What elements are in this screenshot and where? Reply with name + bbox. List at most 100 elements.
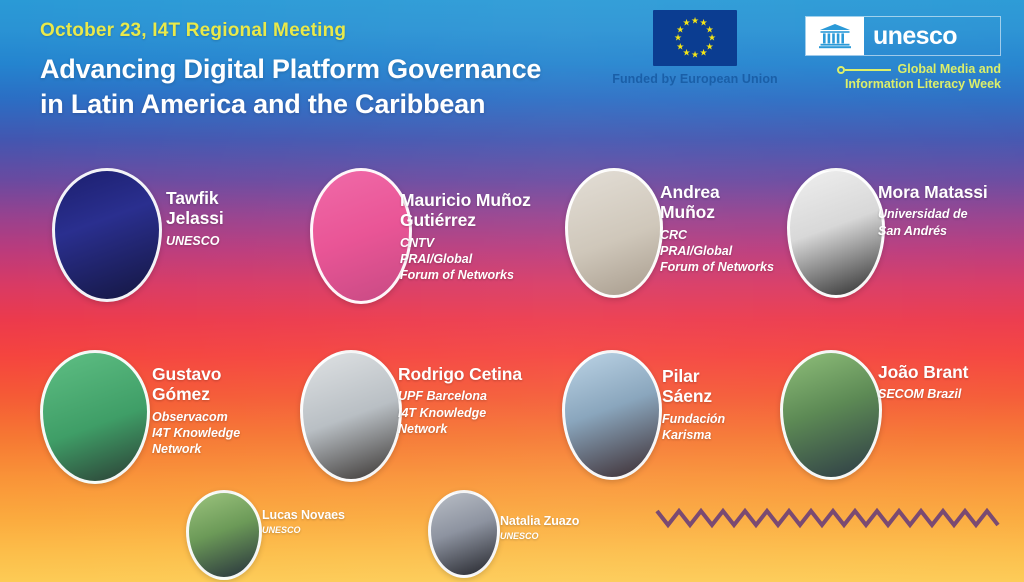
- speaker-name: Lucas Novaes: [262, 508, 345, 523]
- affiliation-line: I4T Knowledge: [398, 405, 487, 420]
- eu-star-icon: ★: [690, 15, 700, 26]
- speaker-name: João Brant: [878, 362, 969, 382]
- avatar: [40, 350, 150, 484]
- affiliation-line: Fundación: [662, 411, 726, 426]
- title-line-2: in Latin America and the Caribbean: [40, 88, 486, 119]
- speaker-name: Rodrigo Cetina: [398, 364, 522, 384]
- event-kicker: October 23, I4T Regional Meeting: [40, 20, 347, 41]
- eu-star-icon: ★: [690, 49, 700, 60]
- unesco-logo-block: unesco Global Media and Information Lite…: [805, 16, 1001, 93]
- speaker-affiliation: CNTV PRAI/Global Forum of Networks: [400, 235, 531, 284]
- avatar: [787, 168, 885, 298]
- eu-star-icon: ★: [676, 41, 685, 51]
- speaker-affiliation: CRC PRAI/Global Forum of Networks: [660, 227, 774, 276]
- speaker-name: Natalia Zuazo: [500, 514, 579, 529]
- affiliation-line: Forum of Networks: [660, 260, 774, 275]
- eu-star-icon: ★: [673, 32, 683, 43]
- speaker-affiliation: UNESCO: [500, 531, 579, 543]
- affiliation-line: CNTV: [400, 235, 435, 250]
- speaker-name-line-1: João Brant: [878, 362, 969, 382]
- speaker-name-line-1: Rodrigo Cetina: [398, 364, 523, 384]
- eu-star-icon: ★: [699, 47, 708, 58]
- speaker-affiliation: Universidad de San Andrés: [878, 206, 988, 239]
- affiliation-line: Network: [398, 421, 448, 436]
- zigzag-divider: [655, 505, 1007, 531]
- eu-star-icon: ★: [682, 47, 691, 58]
- speaker-name-line-1: Natalia Zuazo: [500, 514, 580, 528]
- speaker-affiliation: Fundación Karisma: [662, 411, 725, 444]
- eu-star-icon: ★: [705, 41, 714, 51]
- speaker-name-line-1: Tawfik: [166, 188, 219, 208]
- speaker-affiliation: UPF Barcelona I4T Knowledge Network: [398, 388, 522, 437]
- affiliation-line: UNESCO: [500, 530, 539, 541]
- speaker-name-line-1: Gustavo: [152, 364, 222, 384]
- affiliation-line: Universidad de: [878, 207, 968, 222]
- gmil-line-1: Global Media and: [897, 62, 1002, 76]
- affiliation-line: UNESCO: [166, 233, 220, 248]
- gmil-line-2: Information Literacy Week: [844, 77, 1001, 92]
- speaker-name-line-1: Mora Matassi: [878, 182, 988, 202]
- eu-star-icon: ★: [705, 24, 714, 34]
- speaker-info: Pilar Sáenz Fundación Karisma: [662, 366, 725, 443]
- avatar: [52, 168, 162, 302]
- affiliation-line: SECOM Brazil: [878, 387, 962, 402]
- speaker-info: Tawfik Jelassi UNESCO: [166, 188, 224, 249]
- speaker-name: Andrea Muñoz: [660, 182, 774, 223]
- speaker-name-line-2: Sáenz: [662, 386, 713, 407]
- avatar: [310, 168, 412, 304]
- eu-star-icon: ★: [682, 17, 691, 28]
- speaker-name-line-1: Andrea: [660, 182, 720, 202]
- eu-star-icon: ★: [707, 32, 717, 43]
- speaker-info: Rodrigo Cetina UPF Barcelona I4T Knowledge…: [398, 364, 522, 437]
- eu-funding-block: ★ ★ ★ ★ ★ ★ ★ ★ ★ ★ ★ ★ Funded by European Union: [600, 10, 790, 86]
- affiliation-line: San Andrés: [878, 223, 948, 238]
- avatar: [565, 168, 663, 298]
- affiliation-line: Karisma: [662, 427, 712, 442]
- dot-line-icon: [836, 65, 891, 74]
- avatar: [186, 490, 262, 580]
- avatar: [780, 350, 882, 480]
- eu-star-icon: ★: [699, 17, 708, 28]
- affiliation-line: Forum of Networks: [400, 268, 514, 283]
- speaker-name: Mauricio Muñoz Gutiérrez: [400, 190, 531, 231]
- affiliation-line: CRC: [660, 227, 688, 242]
- speaker-name-line-1: Pilar: [662, 366, 700, 386]
- speaker-info: Natalia Zuazo UNESCO: [500, 514, 579, 542]
- speaker-info: Mora Matassi Universidad de San Andrés: [878, 182, 988, 239]
- eu-star-icon: ★: [676, 24, 685, 34]
- affiliation-line: Network: [152, 442, 202, 457]
- speaker-info: Andrea Muñoz CRC PRAI/Global Forum of Networ…: [660, 182, 774, 275]
- speaker-name-line-1: Mauricio Muñoz: [400, 190, 531, 210]
- speaker-name-line-1: Lucas Novaes: [262, 508, 345, 522]
- speaker-affiliation: Observacom I4T Knowledge Network: [152, 409, 240, 458]
- speaker-name: Gustavo Gómez: [152, 364, 240, 405]
- affiliation-line: UNESCO: [262, 524, 301, 535]
- speaker-name: Tawfik Jelassi: [166, 188, 224, 229]
- speaker-affiliation: UNESCO: [262, 525, 345, 537]
- speaker-name-line-2: Gutiérrez: [400, 210, 476, 231]
- speaker-info: João Brant SECOM Brazil: [878, 362, 969, 403]
- speaker-affiliation: SECOM Brazil: [878, 386, 968, 402]
- affiliation-line: Observacom: [152, 409, 228, 424]
- affiliation-line: PRAI/Global: [400, 251, 473, 266]
- affiliation-line: PRAI/Global: [660, 243, 733, 258]
- speaker-name-line-2: Gómez: [152, 384, 210, 405]
- page-title: Advancing Digital Platform Governance in…: [40, 52, 600, 121]
- speaker-info: Lucas Novaes UNESCO: [262, 508, 345, 536]
- avatar: [428, 490, 500, 578]
- avatar: [562, 350, 662, 480]
- speaker-name: Mora Matassi: [878, 182, 988, 202]
- speaker-name: Pilar Sáenz: [662, 366, 725, 407]
- speaker-name-line-2: Jelassi: [166, 208, 224, 229]
- speaker-info: Gustavo Gómez Observacom I4T Knowledge Netwo…: [152, 364, 240, 457]
- speaker-name-line-2: Muñoz: [660, 202, 715, 223]
- speaker-affiliation: UNESCO: [166, 233, 224, 249]
- european-union-flag-icon: ★ ★ ★ ★ ★ ★ ★ ★ ★ ★ ★ ★: [653, 10, 737, 66]
- banner-header: October 23, I4T Regional Meeting Advanci…: [0, 0, 1024, 121]
- unesco-logo: unesco: [805, 16, 1001, 56]
- title-line-1: Advancing Digital Platform Governance: [40, 54, 542, 84]
- unesco-temple-icon: [806, 17, 864, 55]
- unesco-wordmark: unesco: [873, 21, 958, 50]
- affiliation-line: UPF Barcelona: [398, 389, 487, 404]
